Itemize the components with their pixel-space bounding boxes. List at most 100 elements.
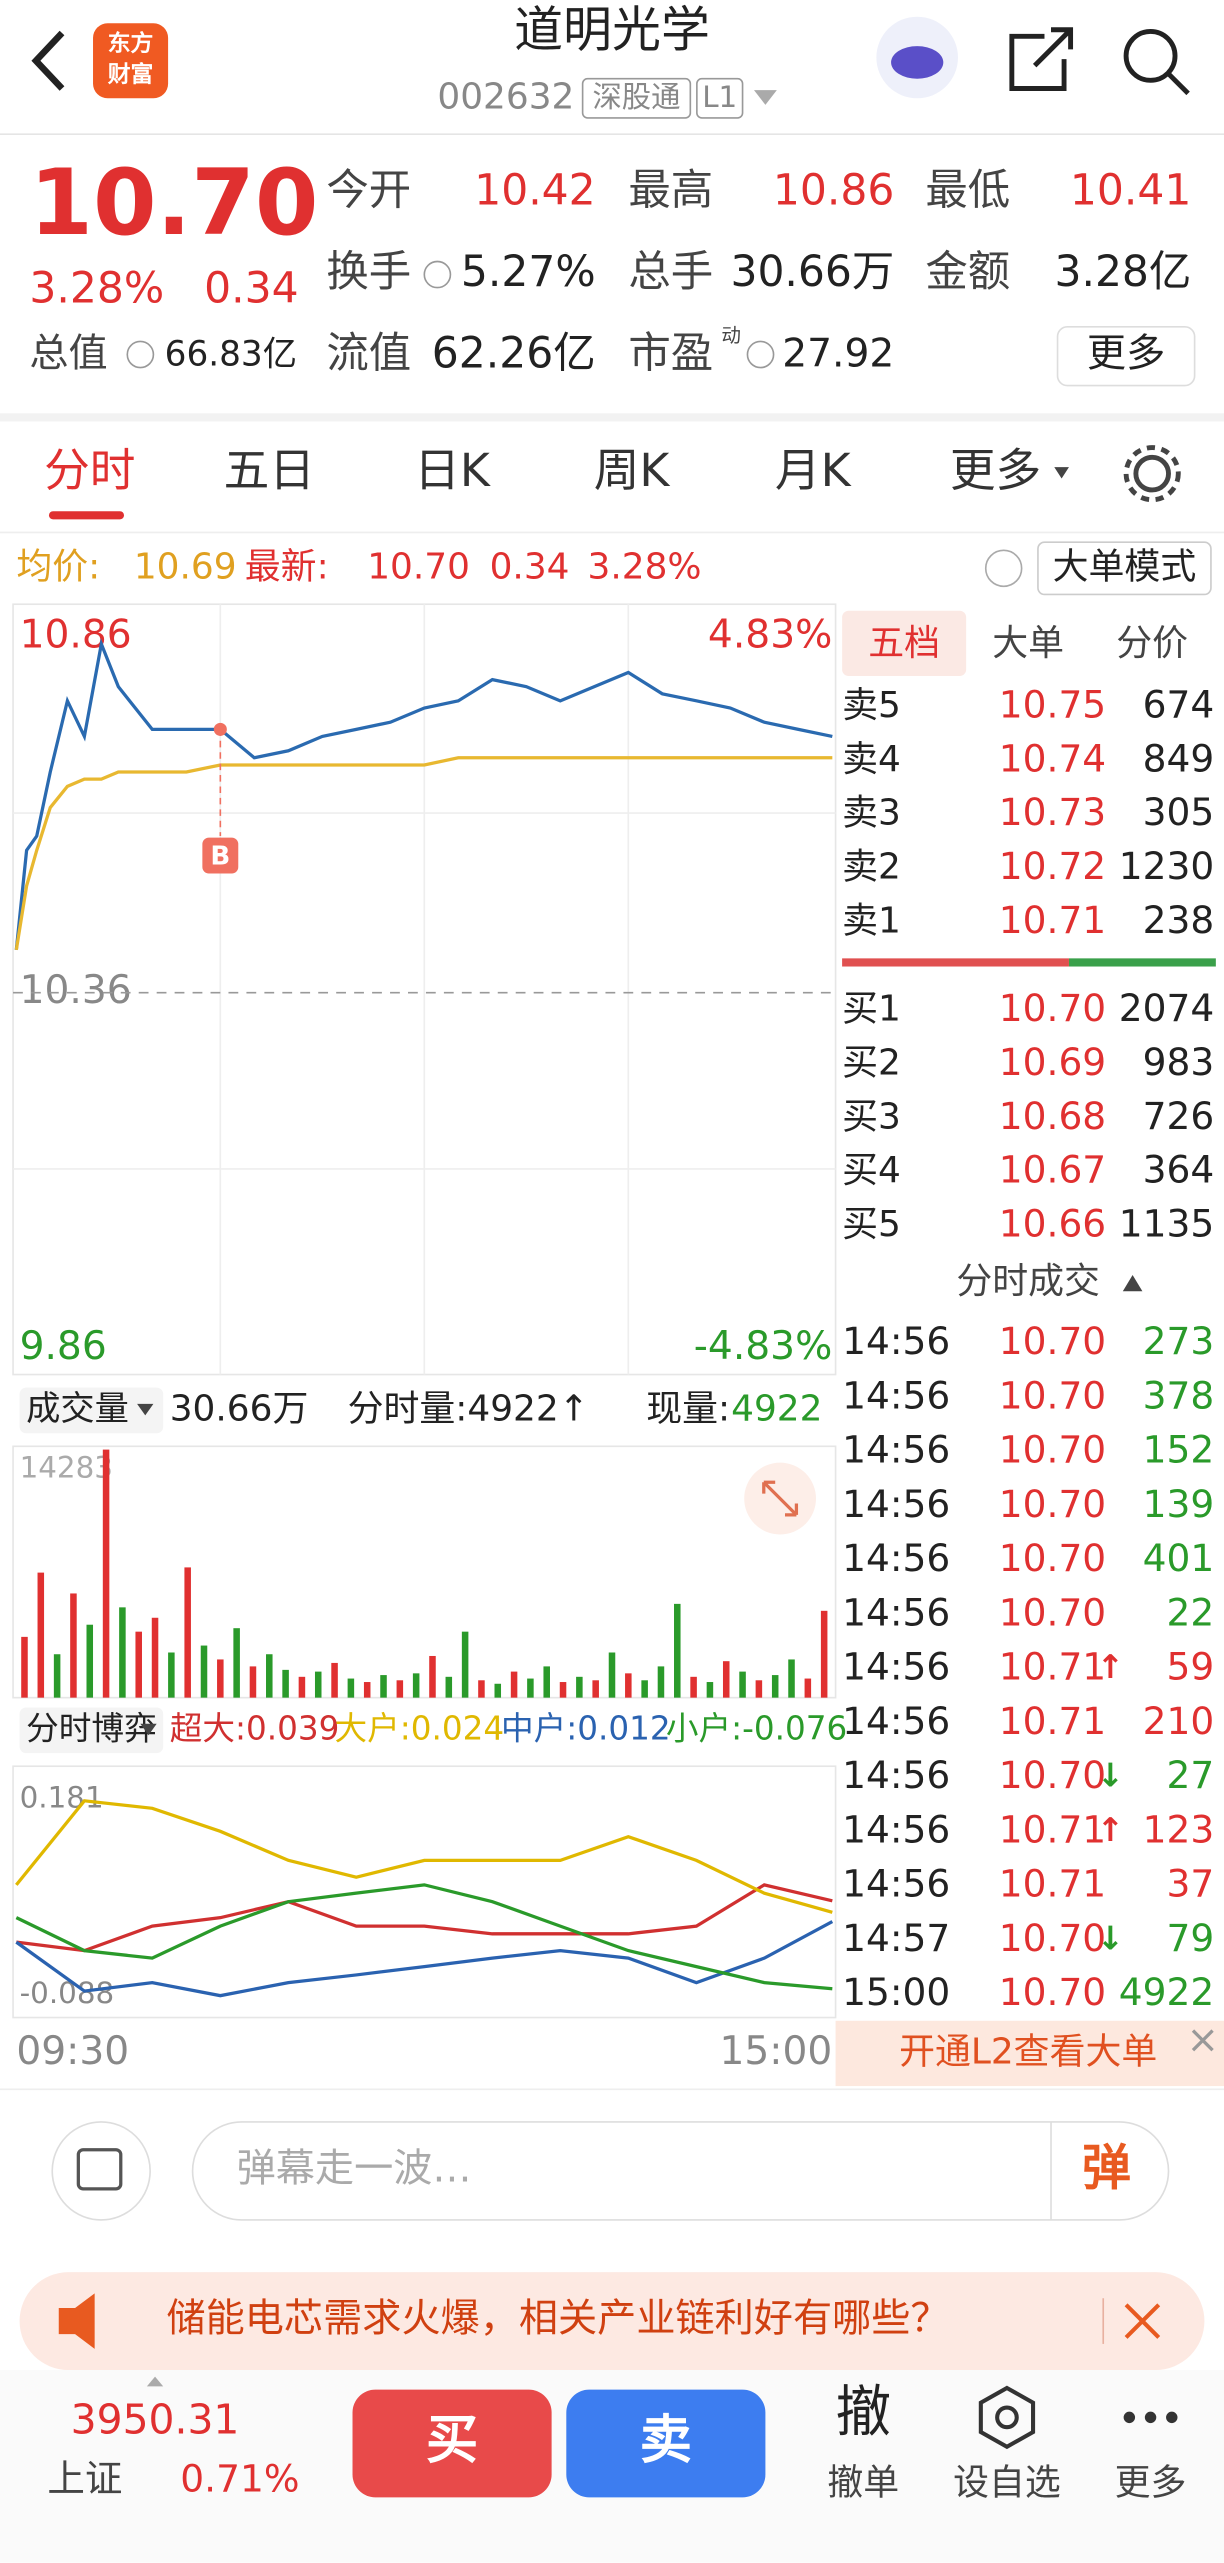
trade-volume: 27 bbox=[1166, 1753, 1214, 1797]
trade-arrow: ↓ bbox=[1097, 1757, 1124, 1795]
book-volume: 726 bbox=[1143, 1094, 1215, 1138]
trade-arrow: ↑ bbox=[1097, 1811, 1124, 1849]
share-button[interactable] bbox=[1009, 27, 1074, 91]
ask-strength bbox=[842, 958, 1069, 967]
dropdown-icon[interactable] bbox=[753, 90, 777, 105]
volume-bar bbox=[184, 1567, 191, 1698]
volume-bar bbox=[266, 1654, 273, 1698]
book-label: 买3 bbox=[842, 1096, 901, 1137]
volume-bar bbox=[445, 1676, 453, 1698]
book-tab[interactable]: 大单 bbox=[992, 623, 1064, 664]
sell-button[interactable] bbox=[566, 2389, 766, 2498]
trade-price: 10.70 bbox=[999, 1373, 1106, 1417]
trades-title[interactable]: 分时成交 bbox=[956, 1261, 1100, 1302]
book-price: 10.69 bbox=[999, 1040, 1106, 1084]
volume-bar bbox=[331, 1662, 338, 1698]
tab[interactable]: 五日 bbox=[224, 444, 315, 497]
tab[interactable]: 周K bbox=[594, 444, 671, 497]
trade-volume: 378 bbox=[1143, 1373, 1215, 1417]
y-tick-label: 14283 bbox=[20, 1451, 113, 1485]
comment-input[interactable] bbox=[191, 2121, 1170, 2221]
close-news[interactable] bbox=[1124, 2303, 1161, 2339]
trade-arrow: ↑ bbox=[1097, 1648, 1124, 1686]
close-banner[interactable] bbox=[1191, 2029, 1214, 2052]
more-label: 更多 bbox=[1115, 2462, 1187, 2503]
comment-icon[interactable] bbox=[51, 2121, 151, 2221]
book-label: 买1 bbox=[842, 989, 901, 1030]
settings-button[interactable] bbox=[1133, 454, 1171, 493]
tag-box bbox=[696, 77, 744, 119]
volume-bar bbox=[380, 1675, 387, 1698]
watch-icon-dot bbox=[995, 2405, 1019, 2430]
book-price: 10.68 bbox=[999, 1094, 1106, 1138]
change: 0.34 bbox=[204, 264, 298, 313]
help-icon[interactable] bbox=[984, 549, 1023, 588]
volume-bar bbox=[690, 1676, 697, 1698]
book-volume: 983 bbox=[1143, 1040, 1215, 1084]
indicator-select[interactable] bbox=[19, 1707, 164, 1754]
danmu-button[interactable]: 弹 bbox=[1082, 2139, 1131, 2196]
legend-entry: 小户:-0.076 bbox=[666, 1709, 847, 1747]
info-icon[interactable] bbox=[126, 340, 155, 369]
last-price: 10.70 bbox=[29, 149, 318, 256]
info-icon[interactable] bbox=[423, 260, 452, 289]
avg-price: 10.69 bbox=[134, 546, 237, 587]
indicator-select[interactable] bbox=[19, 1387, 164, 1434]
stat-label: 最高 bbox=[628, 166, 713, 215]
index-pct: 0.71% bbox=[180, 2457, 299, 2501]
tab[interactable]: 日K bbox=[414, 444, 491, 497]
logo-text: 东方 bbox=[108, 30, 154, 57]
dropdown-icon bbox=[137, 1403, 154, 1416]
legend-entry: 大户:0.024 bbox=[335, 1709, 505, 1747]
legend-entry: 超大:0.039 bbox=[170, 1709, 340, 1747]
logo-text: 财富 bbox=[108, 61, 154, 88]
comment-glyph bbox=[76, 2148, 123, 2191]
indicator-label: 分时博弈 bbox=[26, 1709, 157, 1747]
buy-button[interactable] bbox=[352, 2389, 552, 2498]
back-button[interactable] bbox=[31, 30, 65, 91]
mode-button[interactable] bbox=[1037, 541, 1212, 596]
search-button[interactable] bbox=[1123, 28, 1178, 83]
info-icon[interactable] bbox=[746, 340, 775, 369]
trade-volume: 22 bbox=[1166, 1590, 1214, 1634]
app-logo[interactable] bbox=[93, 23, 169, 99]
trade-volume: 401 bbox=[1143, 1536, 1215, 1580]
series-line bbox=[16, 1883, 833, 1953]
search-handle bbox=[1166, 72, 1190, 96]
trade-volume: 4922 bbox=[1119, 1970, 1214, 2014]
tab-indicator bbox=[48, 511, 125, 520]
volume-bar bbox=[657, 1666, 665, 1698]
trade-arrow: ↓ bbox=[1097, 1919, 1124, 1957]
marker-badge[interactable] bbox=[202, 837, 239, 874]
book-volume: 238 bbox=[1143, 898, 1215, 942]
cancel-icon[interactable]: 撤 bbox=[836, 2381, 891, 2445]
tag: 深股通 bbox=[592, 80, 680, 114]
news-text: 储能电芯需求火爆，相关产业链利好有哪些？ bbox=[166, 2297, 949, 2342]
more-icon[interactable] bbox=[1123, 2411, 1136, 2424]
watch-icon[interactable] bbox=[978, 2385, 1036, 2450]
volume-bar bbox=[298, 1676, 306, 1698]
trade-price: 10.70 bbox=[999, 1536, 1106, 1580]
volume-bar bbox=[53, 1654, 61, 1698]
trade-price: 10.71 bbox=[999, 1645, 1106, 1689]
marker-label: B bbox=[210, 842, 230, 872]
volume-bar bbox=[21, 1636, 28, 1698]
trade-price: 10.71 bbox=[999, 1807, 1106, 1851]
tab[interactable]: 分时 bbox=[44, 444, 135, 497]
trade-time: 14:56 bbox=[842, 1428, 950, 1472]
news-bar[interactable] bbox=[19, 2272, 1205, 2371]
stat-value: 5.27% bbox=[461, 248, 596, 297]
stat-label: 金额 bbox=[925, 248, 1010, 297]
tab[interactable]: 更多 bbox=[950, 444, 1041, 497]
volume-bar bbox=[706, 1682, 714, 1698]
trade-time: 14:56 bbox=[842, 1645, 950, 1689]
book-tab[interactable]: 分价 bbox=[1116, 623, 1188, 664]
book-tab[interactable]: 五档 bbox=[868, 623, 940, 664]
more-button[interactable] bbox=[1056, 325, 1196, 387]
x-tick-label: 15:00 bbox=[719, 2029, 832, 2074]
tab[interactable]: 月K bbox=[775, 444, 852, 497]
l2-banner[interactable] bbox=[835, 2020, 1224, 2087]
index-value[interactable]: 3950.31 bbox=[71, 2395, 240, 2443]
book-label: 卖5 bbox=[842, 685, 901, 726]
